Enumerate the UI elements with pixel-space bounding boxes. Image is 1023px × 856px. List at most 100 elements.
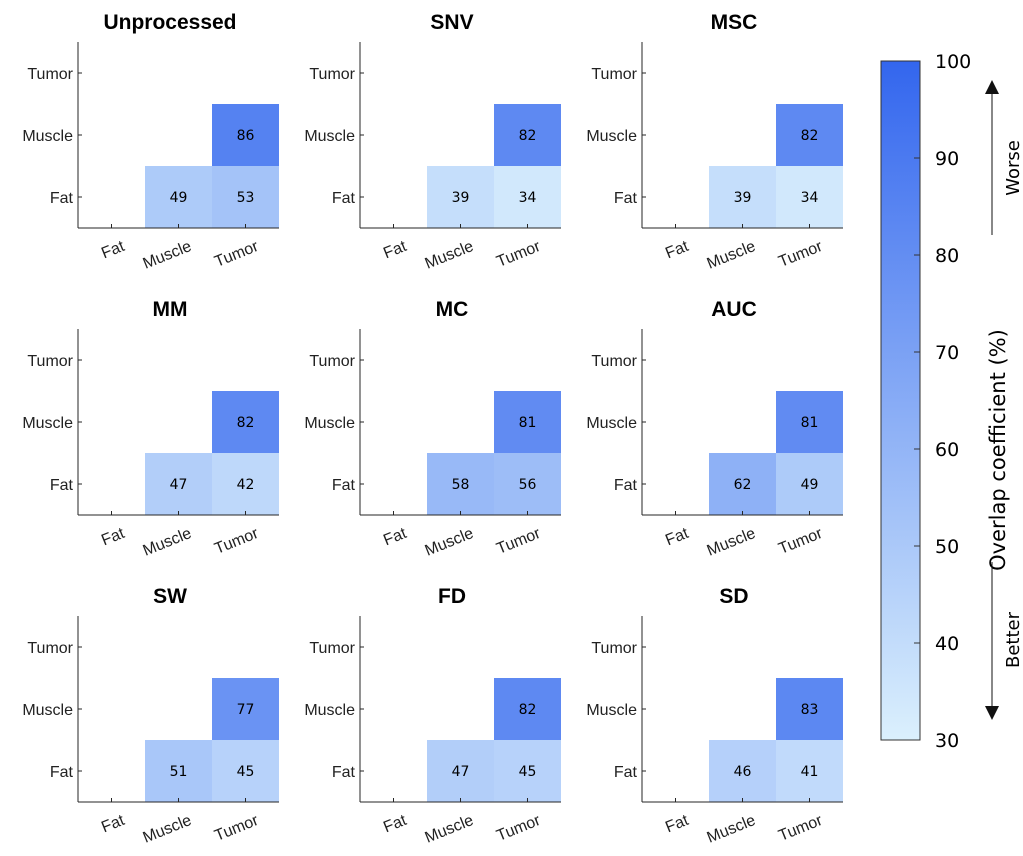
- y-tick-label: Muscle: [304, 415, 355, 432]
- heatmap-cell: [494, 104, 561, 166]
- cell-value-label: 34: [519, 190, 537, 206]
- panel-title: SD: [719, 585, 748, 608]
- panel-title: FD: [438, 585, 466, 608]
- y-tick-label: Tumor: [591, 66, 637, 83]
- y-tick-label: Fat: [332, 190, 356, 207]
- panel-title: SW: [153, 585, 187, 608]
- y-tick-label: Muscle: [22, 415, 73, 432]
- y-tick-label: Muscle: [22, 702, 73, 719]
- y-tick-label: Tumor: [309, 640, 355, 657]
- y-tick-label: Tumor: [591, 353, 637, 370]
- x-tick-label: Muscle: [141, 525, 194, 560]
- heatmap-cell: [776, 166, 843, 228]
- heatmap-cell: [212, 391, 279, 453]
- x-tick-label: Tumor: [494, 812, 543, 845]
- heatmap-cell: [494, 391, 561, 453]
- y-tick-label: Tumor: [309, 66, 355, 83]
- panel-title: MC: [436, 298, 469, 321]
- x-tick-label: Muscle: [423, 525, 476, 560]
- panel-title: AUC: [711, 298, 757, 321]
- x-tick-label: Fat: [99, 525, 127, 550]
- heatmap-cell: [776, 740, 843, 802]
- heatmap-cell: [709, 740, 776, 802]
- heatmap-panel: AUC 81 62 49 Tumor Muscle Fat Fat Muscle Tumor: [586, 298, 843, 560]
- cell-value-label: 82: [519, 702, 537, 718]
- cell-value-label: 58: [452, 477, 470, 493]
- heatmap-cell: [427, 453, 494, 515]
- x-tick-label: Tumor: [212, 525, 261, 558]
- y-tick-label: Muscle: [586, 128, 637, 145]
- y-tick-label: Fat: [614, 190, 638, 207]
- x-tick-label: Fat: [99, 238, 127, 263]
- worse-arrow: [985, 80, 999, 235]
- cell-value-label: 39: [734, 190, 752, 206]
- colorbar-tick-label: 60: [935, 439, 959, 461]
- cell-value-label: 41: [801, 764, 819, 780]
- x-tick-label: Fat: [381, 812, 409, 837]
- heatmap-cell: [776, 678, 843, 740]
- x-tick-label: Fat: [381, 525, 409, 550]
- heatmap-panel: MC 81 58 56 Tumor Muscle Fat Fat Muscle Tumor: [304, 298, 561, 560]
- cell-value-label: 82: [237, 415, 255, 431]
- x-tick-label: Tumor: [776, 812, 825, 845]
- heatmap-cell: [212, 453, 279, 515]
- colorbar-tick-label: 40: [935, 633, 959, 655]
- y-tick-label: Muscle: [22, 128, 73, 145]
- colorbar-gradient: [880, 60, 921, 741]
- panel-title: SNV: [430, 11, 473, 34]
- x-tick-label: Muscle: [423, 238, 476, 273]
- y-tick-label: Tumor: [27, 353, 73, 370]
- x-tick-label: Muscle: [705, 812, 758, 847]
- x-tick-label: Fat: [381, 238, 409, 263]
- cell-value-label: 82: [801, 128, 819, 144]
- heatmap-cell: [494, 453, 561, 515]
- y-tick-label: Muscle: [586, 415, 637, 432]
- heatmap-cell: [145, 453, 212, 515]
- x-tick-label: Fat: [663, 238, 691, 263]
- heatmap-panel: FD 82 47 45 Tumor Muscle Fat Fat Muscle Tumor: [304, 585, 561, 847]
- heatmap-panel: Unprocessed 86 49 53 Tumor Muscle Fat Fat Muscle…: [22, 11, 279, 273]
- heatmap-cell: [212, 104, 279, 166]
- heatmap-panels: Unprocessed 86 49 53 Tumor Muscle Fat Fat Muscle…: [22, 11, 843, 847]
- cell-value-label: 45: [519, 764, 537, 780]
- heatmap-cell: [776, 391, 843, 453]
- x-tick-label: Muscle: [141, 238, 194, 273]
- heatmap-cell: [427, 166, 494, 228]
- cell-value-label: 77: [237, 702, 255, 718]
- cell-value-label: 39: [452, 190, 470, 206]
- colorbar-tick-label: 30: [935, 730, 959, 752]
- y-tick-label: Tumor: [27, 66, 73, 83]
- panel-title: MSC: [711, 11, 758, 34]
- heatmap-cell: [212, 166, 279, 228]
- x-tick-label: Fat: [663, 812, 691, 837]
- cell-value-label: 47: [452, 764, 470, 780]
- cell-value-label: 53: [237, 190, 255, 206]
- cell-value-label: 82: [519, 128, 537, 144]
- cell-value-label: 86: [237, 128, 255, 144]
- cell-value-label: 51: [170, 764, 188, 780]
- x-tick-label: Tumor: [212, 812, 261, 845]
- y-tick-label: Fat: [614, 764, 638, 781]
- cell-value-label: 83: [801, 702, 819, 718]
- better-arrow: [985, 562, 999, 720]
- y-tick-label: Fat: [50, 190, 74, 207]
- cell-value-label: 81: [801, 415, 819, 431]
- heatmap-cell: [776, 104, 843, 166]
- heatmap-panel: MSC 82 39 34 Tumor Muscle Fat Fat Muscle Tumor: [586, 11, 843, 273]
- panel-title: MM: [153, 298, 188, 321]
- x-tick-label: Tumor: [494, 525, 543, 558]
- heatmap-cell: [212, 740, 279, 802]
- heatmap-cell: [494, 678, 561, 740]
- x-tick-label: Tumor: [776, 525, 825, 558]
- y-tick-label: Fat: [614, 477, 638, 494]
- colorbar-tick-label: 100: [935, 51, 971, 73]
- cell-value-label: 49: [170, 190, 188, 206]
- colorbar-ticks: 100 90 80 70 60 50 40 30: [914, 51, 971, 752]
- y-tick-label: Fat: [332, 764, 356, 781]
- cell-value-label: 34: [801, 190, 819, 206]
- heatmap-panel: SW 77 51 45 Tumor Muscle Fat Fat Muscle Tumor: [22, 585, 279, 847]
- heatmap-cell: [494, 166, 561, 228]
- x-tick-label: Tumor: [776, 238, 825, 271]
- heatmap-cell: [776, 453, 843, 515]
